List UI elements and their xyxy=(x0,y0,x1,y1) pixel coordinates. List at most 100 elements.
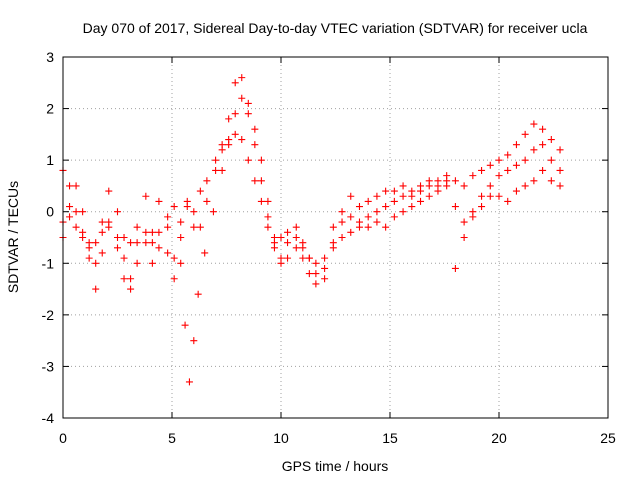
data-point-trace-b xyxy=(539,141,547,149)
data-point-trace-a xyxy=(257,156,265,164)
data-point-trace-b xyxy=(98,249,106,257)
data-point-trace-a xyxy=(292,223,300,231)
data-point-trace-c xyxy=(478,203,486,211)
data-point-trace-c xyxy=(382,203,390,211)
data-point-trace-c xyxy=(277,234,285,241)
data-point-trace-b xyxy=(251,141,259,149)
data-point-trace-b xyxy=(133,259,141,267)
data-point-trace-c xyxy=(425,182,433,190)
data-point-trace-c xyxy=(218,146,226,154)
data-point-trace-c xyxy=(539,166,547,174)
data-point-trace-a xyxy=(120,254,128,262)
data-point-trace-c xyxy=(329,239,337,247)
data-point-trace-b xyxy=(72,208,80,216)
data-point-trace-c xyxy=(399,192,407,200)
data-point-trace-b xyxy=(155,228,163,236)
data-point-trace-b xyxy=(127,285,135,293)
data-point-trace-b xyxy=(92,285,100,293)
data-point-trace-a xyxy=(469,172,477,180)
data-point-trace-a xyxy=(512,141,520,149)
data-point-trace-b xyxy=(85,254,93,262)
data-point-trace-a xyxy=(142,192,150,200)
data-point-trace-c xyxy=(312,259,320,267)
data-point-trace-c xyxy=(212,156,220,164)
data-point-trace-c xyxy=(238,136,246,144)
data-point-trace-b xyxy=(373,218,381,226)
data-point-trace-b xyxy=(417,197,425,205)
data-point-trace-c xyxy=(79,234,87,241)
data-point-trace-a xyxy=(460,182,468,190)
data-point-trace-b xyxy=(194,290,202,298)
data-point-trace-b xyxy=(238,94,246,102)
data-point-trace-c xyxy=(183,203,191,211)
data-point-trace-b xyxy=(164,249,172,257)
data-point-trace-c xyxy=(451,203,459,211)
y-tick-label: -2 xyxy=(42,307,55,323)
data-point-trace-b xyxy=(451,264,459,272)
data-point-trace-c xyxy=(85,244,93,252)
data-point-trace-c xyxy=(225,136,233,144)
data-point-trace-a xyxy=(373,192,381,200)
x-axis-label: GPS time / hours xyxy=(282,458,389,474)
data-point-trace-c xyxy=(203,177,211,185)
data-point-trace-c xyxy=(530,177,538,185)
data-points xyxy=(59,74,564,386)
data-point-trace-b xyxy=(390,213,398,221)
data-point-trace-b xyxy=(177,259,185,267)
data-point-trace-a xyxy=(92,259,100,267)
data-point-trace-b xyxy=(504,166,512,174)
data-point-trace-a xyxy=(478,166,486,174)
data-point-trace-b xyxy=(190,337,198,345)
y-axis-label: SDTVAR / TECUs xyxy=(5,181,21,293)
data-point-trace-b xyxy=(495,172,503,180)
data-point-trace-b xyxy=(425,192,433,200)
data-point-trace-a xyxy=(382,187,390,195)
data-point-trace-a xyxy=(177,234,185,241)
data-point-trace-b xyxy=(556,166,564,174)
data-point-trace-c xyxy=(355,218,363,226)
data-point-trace-c xyxy=(270,239,278,247)
data-point-trace-a xyxy=(155,197,163,205)
data-point-trace-a xyxy=(451,177,459,185)
data-point-trace-b xyxy=(321,275,329,283)
data-point-trace-b xyxy=(512,161,520,169)
data-point-trace-b xyxy=(66,182,74,190)
data-point-trace-b xyxy=(114,234,121,241)
data-point-trace-a xyxy=(79,208,87,216)
data-point-trace-a xyxy=(486,161,494,169)
data-point-trace-a xyxy=(321,264,329,272)
data-point-trace-a xyxy=(231,79,239,87)
data-point-trace-a xyxy=(66,203,74,211)
data-point-trace-c xyxy=(170,203,178,211)
data-point-trace-a xyxy=(504,151,512,159)
data-point-trace-b xyxy=(277,259,285,267)
data-point-trace-c xyxy=(177,218,185,226)
data-point-trace-b xyxy=(201,249,209,257)
data-point-trace-a xyxy=(390,187,398,195)
x-tick-label: 10 xyxy=(273,430,289,446)
data-point-trace-a xyxy=(399,182,407,190)
data-point-trace-a xyxy=(212,166,220,174)
data-point-trace-b xyxy=(460,234,468,241)
data-point-trace-a xyxy=(148,239,156,247)
data-point-trace-c xyxy=(556,182,564,190)
data-point-trace-a xyxy=(355,203,363,211)
y-tick-label: 1 xyxy=(46,152,54,168)
data-point-trace-a xyxy=(329,223,337,231)
data-point-trace-c xyxy=(257,197,265,205)
data-point-trace-a xyxy=(203,197,211,205)
data-point-trace-b xyxy=(312,280,320,288)
y-tick-label: -4 xyxy=(42,410,55,426)
data-point-trace-c xyxy=(495,192,503,200)
data-point-trace-a xyxy=(521,130,529,138)
data-point-trace-c xyxy=(164,213,172,221)
data-point-trace-a xyxy=(98,218,106,226)
data-point-trace-c xyxy=(521,182,529,190)
data-point-trace-b xyxy=(305,270,313,278)
data-point-trace-b xyxy=(120,275,128,283)
data-point-trace-b xyxy=(284,254,292,262)
data-point-trace-a xyxy=(347,192,355,200)
y-tick-label: 0 xyxy=(46,204,54,220)
data-point-trace-b xyxy=(486,182,494,190)
